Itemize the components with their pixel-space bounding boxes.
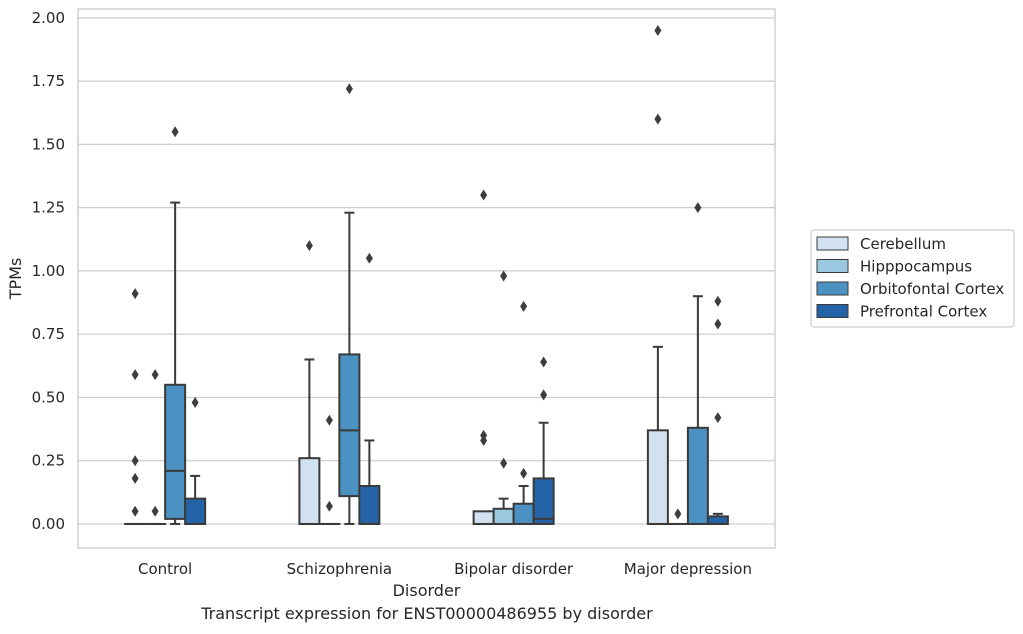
outlier-point (131, 455, 139, 467)
box-body (184, 497, 207, 525)
box-body (646, 429, 669, 525)
outlier-point (151, 505, 159, 517)
figure-caption: Transcript expression for ENST0000048695… (201, 604, 653, 623)
outlier-point (540, 389, 548, 401)
x-tick-label: Bipolar disorder (454, 560, 574, 578)
x-tick-label: Major depression (624, 560, 752, 578)
outlier-point (305, 240, 313, 252)
y-tick-label: 1.50 (32, 135, 65, 153)
box-2-2 (512, 300, 535, 525)
outlier-point (520, 300, 528, 312)
box-1-0 (144, 369, 167, 525)
y-tick-label: 1.25 (32, 199, 65, 217)
outlier-point (674, 508, 682, 520)
legend-swatch (816, 281, 849, 296)
outlier-point (714, 412, 722, 424)
outlier-point (540, 356, 548, 368)
box-body (298, 457, 321, 525)
outlier-point (131, 472, 139, 484)
outlier-point (714, 318, 722, 330)
box-2-3 (686, 202, 709, 525)
outlier-point (131, 369, 139, 381)
box-3-1 (358, 252, 381, 525)
legend-swatch (816, 236, 849, 251)
box-2-1 (338, 83, 361, 525)
box-body (338, 353, 361, 498)
x-tick-label: Schizophrenia (287, 560, 392, 578)
boxes (124, 25, 729, 525)
box-body (492, 507, 515, 525)
y-tick-label: 1.00 (32, 262, 65, 280)
box-body (164, 383, 187, 520)
y-tick-label: 0.50 (32, 388, 65, 406)
outlier-point (325, 500, 333, 512)
outlier-point (365, 252, 373, 264)
box-3-2 (532, 356, 555, 525)
box-body (686, 426, 709, 525)
legend-label: Hipppocampus (860, 258, 972, 276)
box-1-3 (666, 508, 689, 525)
outlier-point (151, 369, 159, 381)
outlier-point (480, 189, 488, 201)
outlier-point (654, 25, 662, 37)
outlier-point (345, 83, 353, 95)
x-axis-label: Disorder (393, 581, 461, 600)
outlier-point (694, 202, 702, 214)
outlier-point (654, 113, 662, 125)
box-2-0 (164, 126, 187, 525)
box-3-0 (184, 396, 207, 525)
y-tick-label: 0.25 (32, 452, 65, 470)
gridlines: 0.00 0.25 0.50 0.75 1.00 1.25 1.50 1.75 2.00 (32, 9, 775, 533)
box-1-2 (492, 270, 515, 525)
box-body (532, 477, 555, 525)
outlier-point (520, 467, 528, 479)
outlier-point (131, 505, 139, 517)
plot-frame (77, 8, 776, 549)
outlier-point (325, 414, 333, 426)
box-body (706, 515, 729, 525)
outlier-point (500, 457, 508, 469)
y-tick-label: 0.00 (32, 515, 65, 533)
outlier-point (191, 396, 199, 408)
legend-swatch (816, 259, 849, 273)
y-tick-label: 2.00 (32, 9, 65, 27)
legend-label: Orbitofontal Cortex (860, 280, 1004, 298)
outlier-point (480, 429, 488, 441)
box-0-2 (472, 189, 495, 525)
outlier-point (131, 288, 139, 300)
outlier-point (171, 126, 179, 138)
box-plot-chart: 0.00 0.25 0.50 0.75 1.00 1.25 1.50 1.75 2.00 Cont… (6, 8, 1015, 600)
outlier-point (500, 270, 508, 282)
y-tick-label: 0.75 (32, 325, 65, 343)
box-0-3 (646, 25, 669, 525)
x-tick-label: Control (138, 560, 192, 578)
box-0-0 (124, 288, 147, 525)
legend: Cerebellum Hipppocampus Orbitofontal Corte… (810, 229, 1015, 328)
legend-label: Prefrontal Cortex (860, 303, 987, 321)
legend-label: Cerebellum (860, 235, 946, 253)
box-body (512, 502, 535, 525)
box-3-3 (706, 295, 729, 525)
legend-swatch (816, 304, 849, 318)
legend-frame (810, 229, 1015, 328)
outlier-point (714, 295, 722, 307)
box-body (472, 510, 495, 525)
box-0-1 (298, 240, 321, 525)
y-axis-label: TPMs (6, 258, 25, 301)
y-tick-label: 1.75 (32, 72, 65, 90)
box-1-1 (318, 414, 341, 525)
box-body (358, 485, 381, 525)
